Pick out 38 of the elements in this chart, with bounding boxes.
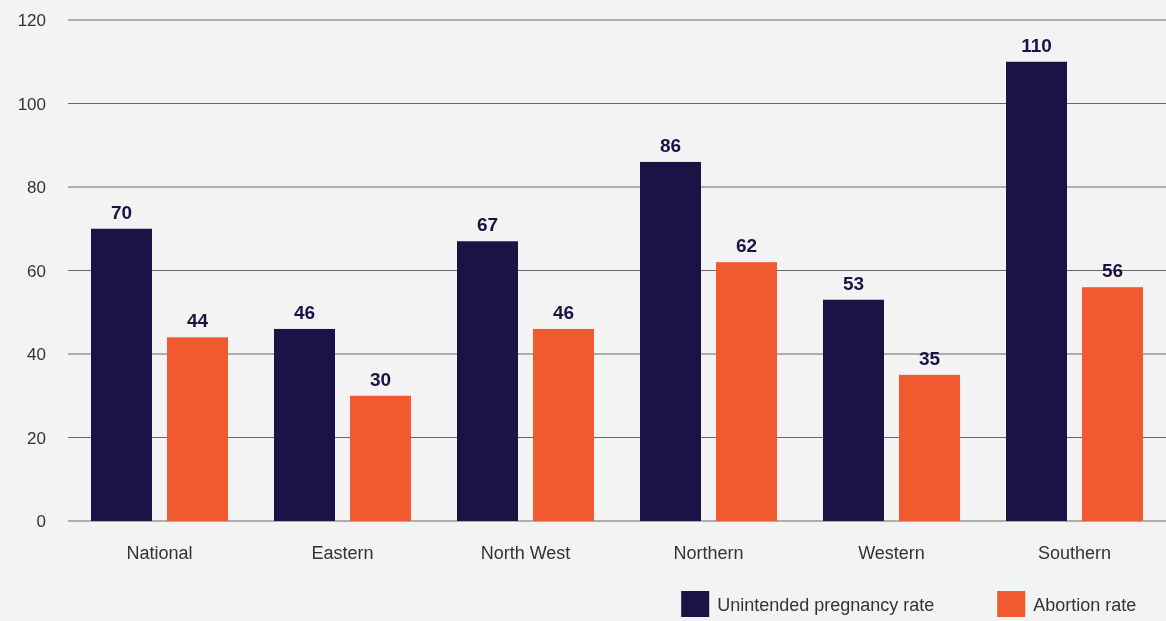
x-tick-label: Western <box>858 543 925 563</box>
x-tick-label: North West <box>480 543 571 563</box>
data-label: 70 <box>110 201 133 223</box>
y-tick-label: 40 <box>27 345 46 364</box>
data-label: 62 <box>735 235 758 257</box>
y-tick-label: 60 <box>27 261 46 281</box>
data-label: 30 <box>369 368 392 390</box>
bar <box>91 228 152 521</box>
data-label: 86 <box>659 134 682 156</box>
data-label: 35 <box>918 347 941 369</box>
bar <box>457 241 518 521</box>
y-tick-label: 0 <box>36 512 46 531</box>
bar <box>716 262 777 521</box>
x-tick-label: Northern <box>673 543 744 563</box>
data-label: 53 <box>842 272 865 294</box>
data-label: 44 <box>186 310 209 332</box>
bar <box>823 299 884 521</box>
bar <box>167 337 228 521</box>
legend-label: Unintended pregnancy rate <box>717 595 935 615</box>
bar <box>1082 287 1143 521</box>
y-tick-label: 100 <box>17 94 46 114</box>
y-tick-label: 20 <box>27 428 46 448</box>
bar <box>1006 61 1067 521</box>
bar <box>274 328 335 521</box>
bar <box>533 328 594 521</box>
data-label: 46 <box>293 301 316 323</box>
x-tick-label: Eastern <box>311 543 374 563</box>
x-tick-label: Southern <box>1037 543 1112 563</box>
data-label: 67 <box>476 214 499 236</box>
bar <box>350 395 411 521</box>
bar <box>899 374 960 521</box>
y-tick-label: 120 <box>17 11 46 30</box>
data-label: 46 <box>552 301 575 323</box>
bar <box>640 161 701 521</box>
data-label: 110 <box>1021 34 1052 56</box>
y-tick-label: 80 <box>27 178 46 197</box>
x-tick-label: National <box>126 543 193 563</box>
legend-label: Abortion rate <box>1033 595 1137 615</box>
